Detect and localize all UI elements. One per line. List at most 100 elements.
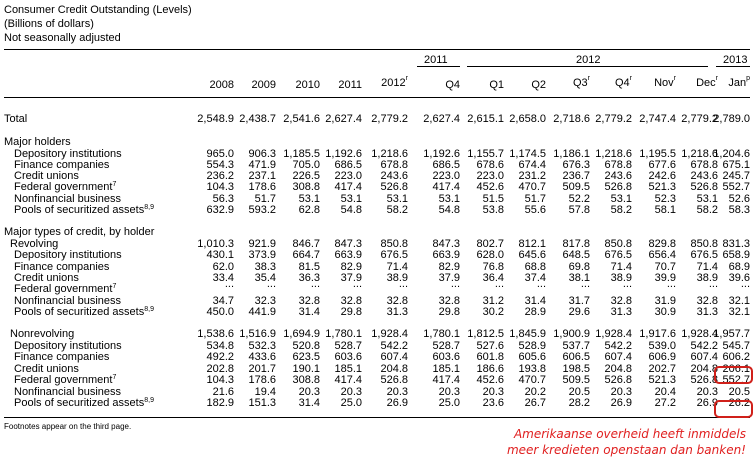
table-cell: 664.7 [292,249,320,261]
row-label: Depository institutions [14,249,122,261]
table-cell: 686.5 [334,159,362,171]
table-cell: 32.8 [438,295,460,307]
bottom-rule [4,417,750,418]
table-cell: 521.3 [648,374,676,386]
column-header: Q3r [572,75,590,89]
table-cell: 526.8 [380,181,408,193]
table-cell: 58.2 [386,204,408,216]
table-cell: 552.7 [722,374,750,386]
table-cell: 20.3 [696,386,718,398]
row-label: Pools of securitized assets8,9 [14,397,154,409]
table-cell: 2,779.2 [371,113,408,125]
table-cell: 34.7 [212,295,234,307]
table-cell: 82.9 [340,261,362,273]
table-cell: 185.1 [334,363,362,375]
table-cell: 1,845.9 [509,328,546,340]
table-cell: 151.3 [248,397,276,409]
table-cell: 204.8 [380,363,408,375]
table-cell: 1,928.4 [371,328,408,340]
table-cell: 452.6 [476,181,504,193]
table-cell: 593.2 [248,204,276,216]
table-cell: 470.7 [518,374,546,386]
table-cell: ... [352,278,362,290]
table-cell: 38.3 [254,261,276,273]
table-cell: 54.8 [438,204,460,216]
table-cell: 676.3 [562,159,590,171]
column-header: 2012r [381,75,408,89]
table-cell: 32.3 [254,295,276,307]
table-cell: 243.6 [380,170,408,182]
row-label: Pools of securitized assets8,9 [14,306,154,318]
table-cell: 23.6 [482,397,504,409]
table-cell: 68.9 [728,261,750,273]
table-cell: 552.7 [722,181,750,193]
table-cell: 1,155.7 [467,148,504,160]
table-cell: 28.2 [568,397,590,409]
table-cell: 2,541.6 [283,113,320,125]
table-cell: ... [740,278,750,290]
table-cell: 471.9 [248,159,276,171]
row-label: Credit unions [14,363,79,375]
table-cell: 53.1 [438,193,460,205]
table-cell: 20.5 [568,386,590,398]
table-cell: 676.5 [690,249,718,261]
table-cell: 69.8 [568,261,590,273]
table-cell: 30.2 [482,306,504,318]
table-cell: 204.8 [604,363,632,375]
table-cell: 245.7 [722,170,750,182]
row-label: Depository institutions [14,340,122,352]
table-cell: 26.9 [386,397,408,409]
table-cell: 526.8 [690,374,718,386]
table-cell: 526.8 [604,374,632,386]
column-header: Q2 [531,79,546,91]
table-cell: 51.7 [524,193,546,205]
table-cell: 53.1 [298,193,320,205]
table-cell: 1,010.3 [197,238,234,250]
annotation-line-2: meer kredieten openstaan dan banken! [506,443,746,457]
table-cell: 36.3 [298,272,320,284]
units-label: (Billions of dollars) [4,18,94,30]
column-header: 2009 [251,79,276,91]
table-cell: 676.5 [380,249,408,261]
table-cell: 70.7 [654,261,676,273]
table-cell: 705.0 [292,159,320,171]
table-cell: 1,218.6 [371,148,408,160]
table-cell: 243.6 [604,170,632,182]
table-cell: ... [666,278,676,290]
table-cell: 677.6 [648,159,676,171]
table-cell: 20.5 [728,386,750,398]
table-cell: 20.3 [386,386,408,398]
table-cell: 32.8 [696,295,718,307]
table-cell: 71.4 [696,261,718,273]
table-cell: 21.6 [212,386,234,398]
table-cell: 53.8 [482,204,504,216]
table-cell: 532.3 [248,340,276,352]
table-cell: 201.7 [248,363,276,375]
table-cell: 663.9 [432,249,460,261]
table-cell: 520.8 [292,340,320,352]
table-cell: 452.6 [476,374,504,386]
table-cell: 71.4 [610,261,632,273]
table-cell: ... [622,278,632,290]
table-cell: 1,928.4 [595,328,632,340]
table-cell: 26.9 [696,397,718,409]
table-cell: 20.3 [298,386,320,398]
table-cell: 32.1 [728,295,750,307]
column-header: Q1 [489,79,504,91]
table-cell: 38.9 [696,272,718,284]
table-cell: 603.6 [334,351,362,363]
table-cell: 236.7 [562,170,590,182]
highlight-circle-federal [714,400,753,418]
row-label: Nonfinancial business [14,386,122,398]
table-cell: 51.7 [254,193,276,205]
row-label: Total [4,113,28,125]
table-cell: 31.3 [386,306,408,318]
table-cell: ... [494,278,504,290]
table-cell: 537.7 [562,340,590,352]
table-cell: 52.6 [728,193,750,205]
table-cell: 2,627.4 [423,113,460,125]
table-cell: 1,218.6 [681,148,718,160]
table-cell: 430.1 [206,249,234,261]
table-cell: 1,780.1 [423,328,460,340]
table-cell: 1,957.7 [713,328,750,340]
